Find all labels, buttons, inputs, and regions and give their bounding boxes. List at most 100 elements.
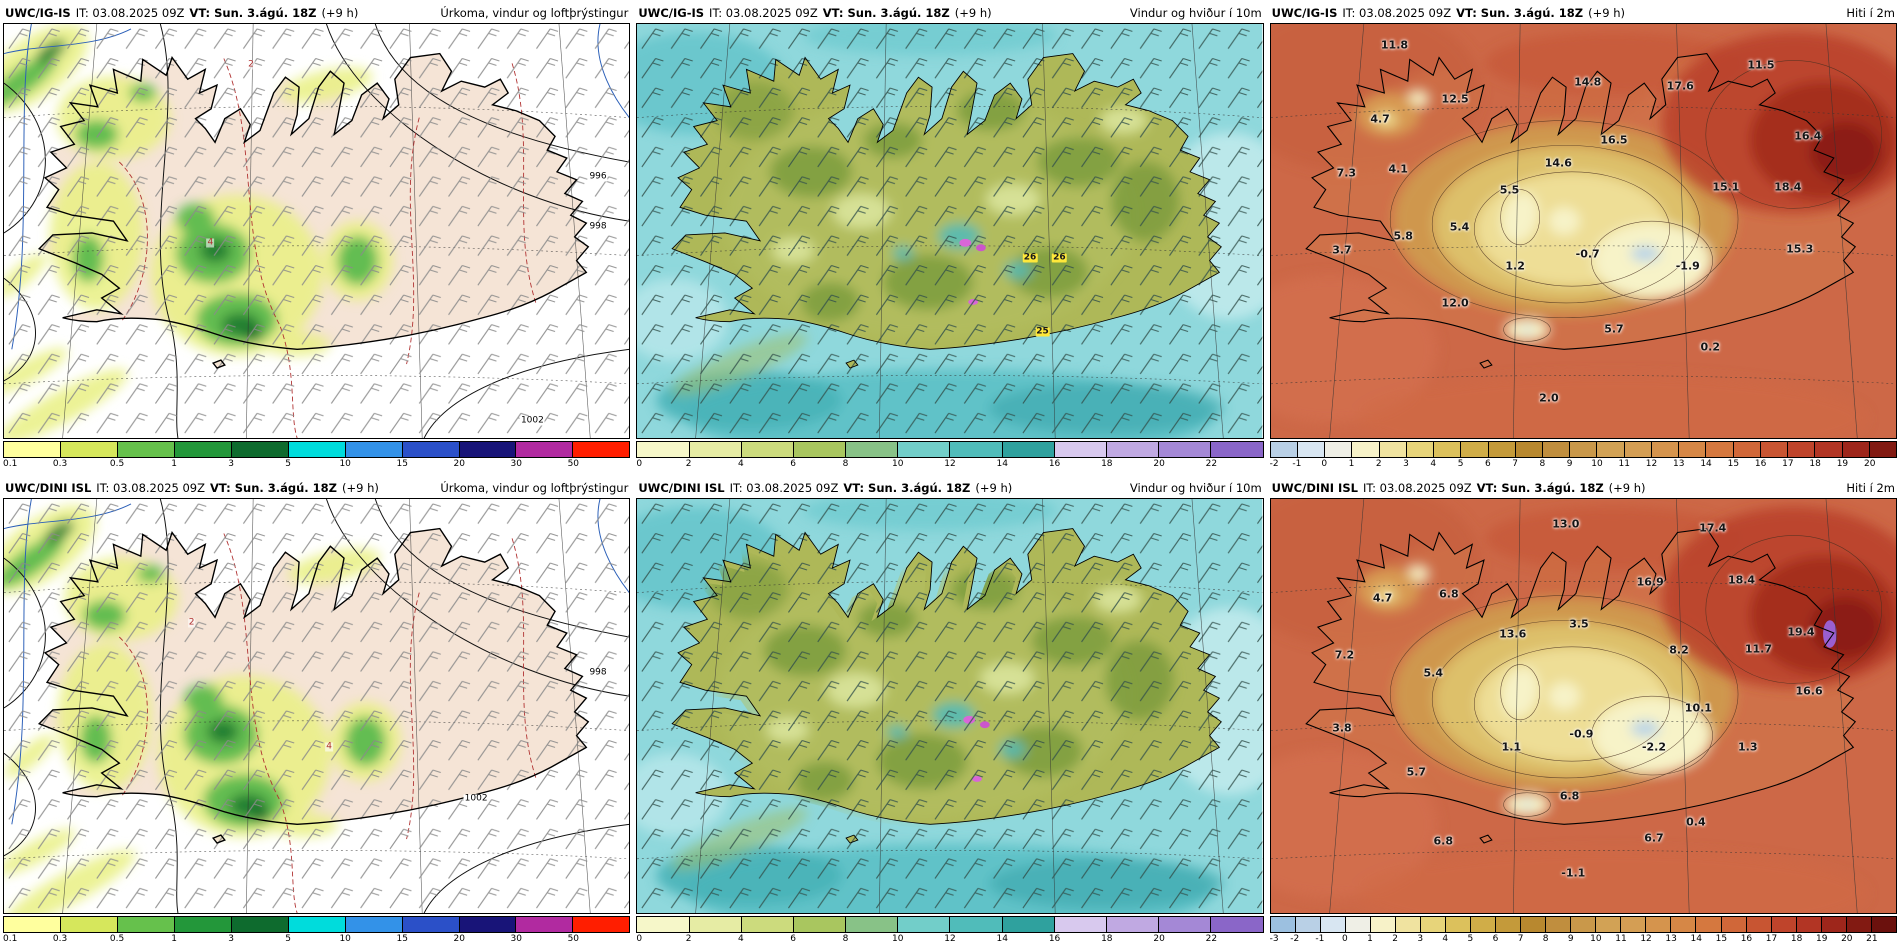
variable-title: Vindur og hviður í 10m xyxy=(1129,6,1262,20)
map-frame: 996 998 1002 2 4 xyxy=(3,23,631,439)
colorbar-segment xyxy=(1671,917,1697,932)
colorbar-segment xyxy=(1270,917,1296,932)
variable-title: Úrkoma, vindur og loftþrýstingur xyxy=(440,481,629,495)
colorbar-segment xyxy=(573,442,630,457)
colorbar-tick-label: 12 xyxy=(1640,934,1652,944)
temp-label: 17.4 xyxy=(1699,521,1727,535)
model-name: UWC/IG-IS xyxy=(1271,6,1338,20)
panel-header: UWC/DINI ISL IT: 03.08.2025 09Z VT: Sun.… xyxy=(636,478,1263,498)
map-frame: 13.0 17.4 4.7 6.8 18.4 16.9 7.2 3.5 19.4 13.6 8.2 1… xyxy=(1269,498,1897,914)
colorbar-tick-label: 30 xyxy=(510,459,522,469)
panel-header: UWC/DINI ISL IT: 03.08.2025 09Z VT: Sun.… xyxy=(3,478,630,498)
colorbar-segment xyxy=(689,917,742,932)
colorbar-tick-label: 10 xyxy=(339,934,351,944)
colorbar-tick-label: -1 xyxy=(1292,459,1302,469)
temp-label: 17.6 xyxy=(1666,79,1694,93)
temp-label: 15.3 xyxy=(1786,242,1814,256)
colorbar-segment xyxy=(1345,917,1371,932)
temp-label: 0.4 xyxy=(1686,815,1706,829)
map-frame: 11.8 12.5 4.7 14.8 17.6 11.5 16.4 16.5 14.6 7.3 4.… xyxy=(1269,23,1897,439)
colorbar-labels: 0.1 0.3 0.5 1 3 5 10 15 20 30 50 xyxy=(3,459,630,472)
map-frame xyxy=(636,498,1264,914)
temp-label: 16.5 xyxy=(1600,133,1628,147)
temp-label: 5.8 xyxy=(1393,229,1413,243)
colorbar-segment xyxy=(1721,917,1747,932)
colorbar-tick-label: 6 xyxy=(790,459,797,469)
colorbar-tick-label: 0.3 xyxy=(52,459,68,469)
colorbar-labels: -3 -2 -1 0 1 2 3 4 5 6 7 8 9 10 11 12 13 14 15 16 17 18 19 20 21 xyxy=(1270,934,1897,947)
panel-header: UWC/IG-IS IT: 03.08.2025 09Z VT: Sun. 3.… xyxy=(636,3,1263,23)
wind-map-canvas xyxy=(637,499,1263,913)
temp-hotspot-purple xyxy=(1822,620,1837,648)
colorbar-tick-label: 10 xyxy=(891,459,904,469)
colorbar-segment xyxy=(1597,442,1625,457)
isobar-label: 996 xyxy=(588,171,608,182)
isobar-label: 998 xyxy=(588,667,608,678)
temp-map-canvas xyxy=(1270,24,1896,438)
colorbar-segment xyxy=(516,442,574,457)
colorbar-segment xyxy=(1746,917,1772,932)
model-name: UWC/IG-IS xyxy=(638,6,705,20)
variable-title: Hiti í 2m xyxy=(1846,6,1895,20)
isobar-label: 1002 xyxy=(519,415,545,426)
init-time: IT: 03.08.2025 09Z xyxy=(75,6,185,20)
colorbar-tick-label: 14 xyxy=(1700,459,1712,469)
colorbar-segment xyxy=(1679,442,1707,457)
colorbar-segment xyxy=(459,917,517,932)
colorbar-segment xyxy=(1496,917,1522,932)
colorbar-segment xyxy=(1621,917,1647,932)
init-time: IT: 03.08.2025 09Z xyxy=(1362,481,1472,495)
colorbar-tick-label: 14 xyxy=(1690,934,1702,944)
colorbar-segment xyxy=(637,442,690,457)
map-annotations: 998 1002 2 4 xyxy=(4,499,629,913)
colorbar-tick-label: 50 xyxy=(567,934,580,944)
colorbar-segment xyxy=(4,442,61,457)
colorbar-tick-label: 30 xyxy=(510,934,522,944)
colorbar-segment xyxy=(1434,442,1462,457)
colorbar-segment xyxy=(1320,917,1346,932)
colorbar-tick-label: 21 xyxy=(1866,934,1878,944)
colorbar-segment xyxy=(1646,917,1672,932)
colorbar-tick-label: 10 xyxy=(891,934,904,944)
colorbar-segment xyxy=(117,917,175,932)
colorbar-tick-label: 5 xyxy=(285,934,292,944)
colorbar-tick-label: 0.1 xyxy=(3,459,18,469)
colorbar-tick-label: 8 xyxy=(1542,934,1549,944)
precip-map-canvas xyxy=(4,24,630,438)
colorbar-segment xyxy=(1352,442,1380,457)
colorbar-segment xyxy=(1796,917,1822,932)
colorbar-segment xyxy=(1869,442,1897,457)
panel-dini-wind10m: UWC/DINI ISL IT: 03.08.2025 09Z VT: Sun.… xyxy=(633,475,1267,950)
colorbar-segment xyxy=(459,442,517,457)
map-annotations xyxy=(637,499,1262,913)
model-name: UWC/IG-IS xyxy=(5,6,71,20)
temp-label: 6.8 xyxy=(1439,587,1459,601)
colorbar xyxy=(1269,441,1897,458)
model-name: UWC/DINI ISL xyxy=(638,481,725,495)
temp-label: 3.8 xyxy=(1332,721,1352,735)
colorbar-segment xyxy=(1515,442,1543,457)
colorbar-tick-label: 19 xyxy=(1836,459,1849,469)
colorbar-segment xyxy=(1488,442,1516,457)
panel-igis-wind10m: UWC/IG-IS IT: 03.08.2025 09Z VT: Sun. 3.… xyxy=(633,0,1267,475)
colorbar-tick-label: 2 xyxy=(685,459,692,469)
colorbar-segment xyxy=(1054,442,1108,457)
temp-label: 4.7 xyxy=(1370,112,1390,126)
colorbar-tick-label: 16 xyxy=(1740,934,1753,944)
map-annotations: 996 998 1002 2 4 xyxy=(4,24,629,438)
colorbar-segment xyxy=(1596,917,1622,932)
colorbar-segment xyxy=(1211,442,1263,457)
colorbar-tick-label: 0 xyxy=(1342,934,1348,944)
colorbar-tick-label: 18 xyxy=(1790,934,1803,944)
colorbar-segment xyxy=(793,917,847,932)
colorbar-segment xyxy=(1570,442,1598,457)
colorbar-segment xyxy=(174,442,232,457)
colorbar-segment xyxy=(1461,442,1489,457)
colorbar-segment xyxy=(898,442,951,457)
colorbar-tick-label: 2 xyxy=(685,934,692,944)
lead-time: (+9 h) xyxy=(1588,6,1625,20)
colorbar-tick-label: 20 xyxy=(1153,934,1165,944)
colorbar-tick-label: 15 xyxy=(1727,459,1740,469)
lead-time: (+9 h) xyxy=(1608,481,1646,495)
variable-title: Úrkoma, vindur og loftþrýstingur xyxy=(440,6,629,20)
